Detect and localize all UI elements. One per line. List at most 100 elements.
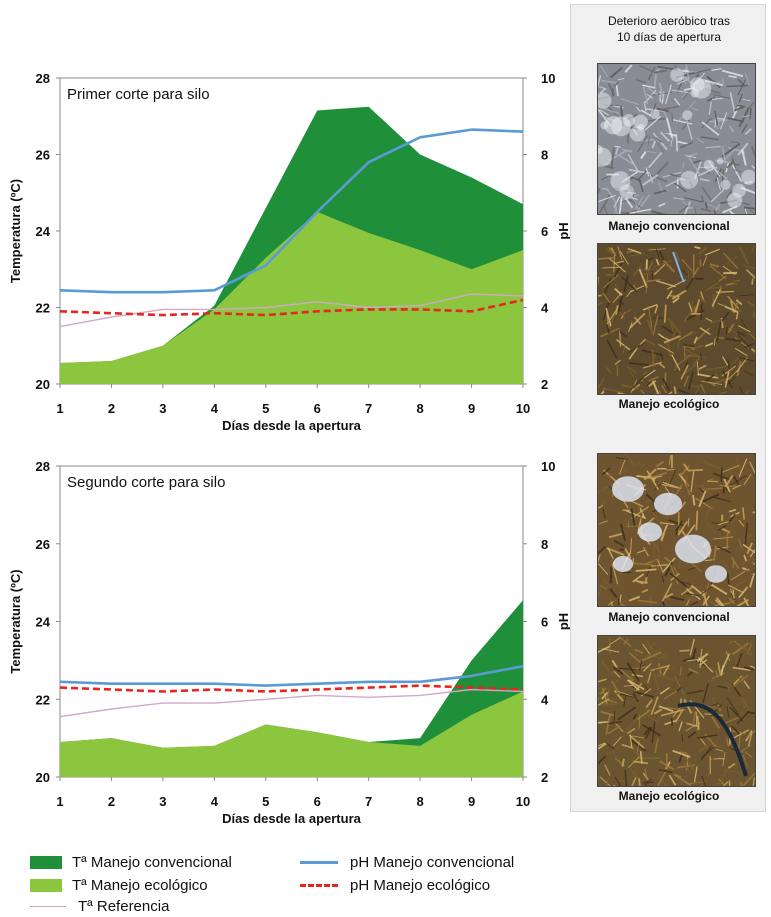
straw-fiber — [665, 178, 682, 188]
straw-fiber — [687, 566, 696, 571]
x-tick-label: 4 — [211, 401, 219, 416]
straw-fiber — [607, 699, 618, 704]
straw-fiber — [704, 248, 720, 256]
straw-fiber — [733, 105, 746, 112]
straw-fiber — [729, 588, 736, 599]
x-tick-label: 2 — [108, 794, 115, 809]
straw-fiber — [694, 383, 702, 394]
straw-fiber — [698, 745, 708, 753]
straw-fiber — [605, 366, 612, 374]
straw-fiber — [672, 296, 680, 304]
straw-fiber — [628, 679, 645, 691]
straw-fiber — [601, 467, 611, 476]
straw-fiber — [697, 734, 718, 740]
straw-fiber — [738, 356, 755, 362]
straw-fiber — [675, 524, 681, 536]
y-tick-label: 22 — [36, 692, 50, 707]
straw-fiber — [687, 731, 697, 739]
straw-fiber — [687, 70, 698, 74]
straw-fiber — [742, 98, 751, 102]
straw-fiber — [635, 682, 643, 692]
straw-fiber — [664, 84, 673, 105]
photo-primer-ecologico — [597, 243, 756, 395]
straw-fiber — [661, 582, 673, 602]
straw-fiber — [727, 117, 745, 123]
legend-label: pH Manejo ecológico — [350, 876, 491, 894]
straw-fiber — [600, 710, 615, 717]
straw-fiber — [752, 511, 755, 514]
straw-fiber — [738, 519, 745, 527]
straw-fiber — [714, 168, 723, 183]
side-panel-title-line1: Deterioro aeróbico tras — [607, 14, 731, 28]
straw-fiber — [727, 584, 744, 594]
straw-fiber — [745, 73, 750, 86]
straw-fiber — [626, 727, 636, 735]
y2-tick-label: 2 — [541, 377, 548, 392]
area-t-manejo-ecologico — [60, 211, 523, 384]
straw-fiber — [598, 601, 601, 606]
straw-fiber — [618, 636, 632, 647]
straw-fiber — [598, 520, 608, 525]
straw-fiber — [751, 278, 754, 285]
straw-fiber — [598, 554, 601, 564]
straw-fiber — [678, 721, 683, 732]
straw-fiber — [677, 520, 689, 536]
legend-line — [30, 905, 66, 907]
straw-fiber — [602, 292, 611, 303]
straw-fiber — [673, 566, 679, 575]
straw-fiber — [727, 323, 735, 334]
area-t-manejo-ecologico — [60, 691, 523, 777]
straw-fiber — [607, 82, 614, 93]
straw-fiber — [668, 774, 677, 786]
probe-wire — [672, 251, 685, 283]
y-tick-label: 28 — [36, 459, 50, 474]
straw-fiber — [729, 517, 737, 525]
straw-fiber — [711, 68, 722, 71]
straw-fiber — [629, 208, 651, 214]
straw-fiber — [742, 507, 746, 520]
straw-fiber — [738, 586, 749, 599]
straw-fiber — [750, 665, 755, 669]
straw-fiber — [742, 533, 753, 542]
straw-fiber — [710, 189, 725, 203]
legend-label: Tª Manejo convencional — [72, 853, 232, 871]
straw-fiber — [671, 112, 674, 122]
straw-fiber — [614, 81, 620, 88]
straw-fiber — [655, 248, 661, 260]
straw-fiber — [688, 100, 697, 109]
straw-fiber — [598, 383, 603, 386]
straw-fiber — [627, 247, 642, 255]
straw-fiber — [605, 307, 612, 327]
straw-fiber — [606, 339, 618, 359]
straw-fiber — [705, 317, 713, 322]
straw-fiber — [599, 584, 607, 590]
straw-fiber — [608, 246, 617, 256]
straw-fiber — [717, 302, 727, 308]
photo-primer-convencional — [597, 63, 756, 215]
line-ph-manejo-convencional — [59, 128, 524, 294]
straw-fiber — [679, 465, 691, 477]
straw-fiber — [734, 337, 751, 350]
straw-fiber — [741, 558, 752, 564]
straw-fiber — [598, 545, 607, 555]
straw-fiber — [660, 526, 667, 542]
straw-fiber — [628, 322, 633, 332]
straw-fiber — [662, 664, 671, 676]
y-tick-label: 26 — [36, 537, 50, 552]
straw-fiber — [650, 696, 659, 716]
straw-fiber — [674, 182, 687, 193]
straw-fiber — [651, 563, 668, 567]
straw-fiber — [700, 384, 706, 394]
straw-fiber — [620, 384, 639, 390]
straw-fiber — [683, 304, 697, 323]
straw-fiber — [619, 250, 629, 265]
straw-fiber — [654, 260, 673, 268]
straw-fiber — [721, 482, 730, 494]
straw-fiber — [671, 289, 687, 300]
straw-fiber — [647, 672, 652, 684]
straw-fiber — [645, 699, 653, 709]
y-tick-label: 20 — [36, 770, 50, 785]
straw-fiber — [654, 69, 668, 74]
straw-fiber — [652, 380, 660, 394]
straw-fiber — [730, 697, 750, 708]
